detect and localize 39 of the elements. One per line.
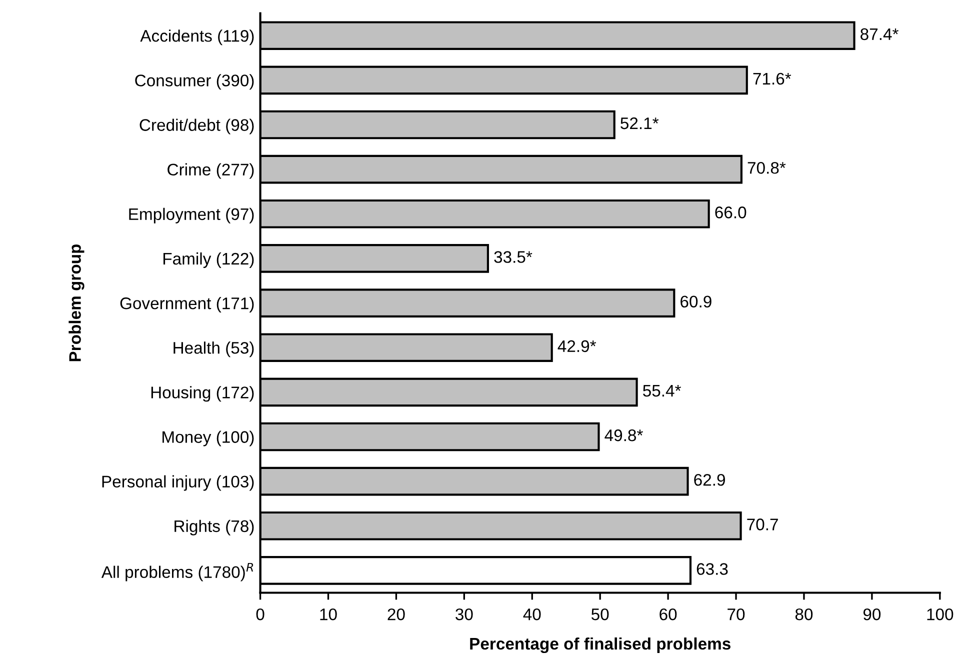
x-tick-label: 40	[523, 608, 541, 620]
data-label: 87.4*	[860, 28, 898, 40]
y-tick-label: Consumer (390)	[135, 74, 254, 90]
y-tick-label: Personal injury (103)	[102, 475, 254, 491]
data-label: 66.0	[715, 206, 746, 218]
x-tick-label: 20	[388, 608, 405, 620]
x-axis-title: Percentage of finalised problems	[470, 637, 730, 654]
y-tick-label: Health (53)	[174, 342, 254, 358]
y-tick-label: Employment (97)	[129, 208, 254, 224]
x-tick-label: 90	[863, 608, 881, 620]
x-tick-label: 60	[660, 608, 677, 620]
y-tick-label: Credit/debt (98)	[140, 118, 254, 134]
data-label: 70.8*	[748, 162, 786, 174]
data-label: 52.1*	[620, 117, 659, 130]
x-tick-label: 100	[927, 608, 954, 620]
x-tick-label: 30	[456, 608, 473, 620]
x-tick-label: 50	[591, 608, 609, 620]
data-label: 55.4*	[643, 385, 682, 397]
y-tick-label: Accidents (119)	[140, 30, 254, 46]
data-label: 70.7	[747, 518, 778, 530]
data-label: 42.9*	[558, 340, 596, 352]
y-tick-label: Rights (78)	[174, 520, 254, 536]
x-tick-label: 80	[795, 608, 813, 620]
y-tick-label: All problems (1780)$^{R}$	[101, 562, 254, 582]
x-tick-label: 0	[256, 608, 264, 620]
data-label: 33.5*	[494, 251, 532, 263]
y-tick-label: Family (122)	[163, 252, 254, 268]
data-label: 71.6*	[753, 72, 792, 85]
data-label: 49.8*	[604, 429, 643, 442]
data-label: 63.3	[696, 563, 728, 575]
data-label: 60.9	[680, 296, 712, 308]
y-tick-label: Crime (277)	[168, 163, 254, 179]
data-label: 62.9	[694, 474, 725, 486]
y-axis-title: Problem group	[68, 244, 84, 362]
x-tick-label: 10	[320, 608, 337, 620]
x-tick-label: 70	[728, 608, 745, 620]
y-tick-label: Money (100)	[162, 430, 254, 446]
y-tick-label: Government (171)	[120, 296, 254, 313]
y-tick-label: Housing (172)	[151, 386, 254, 402]
